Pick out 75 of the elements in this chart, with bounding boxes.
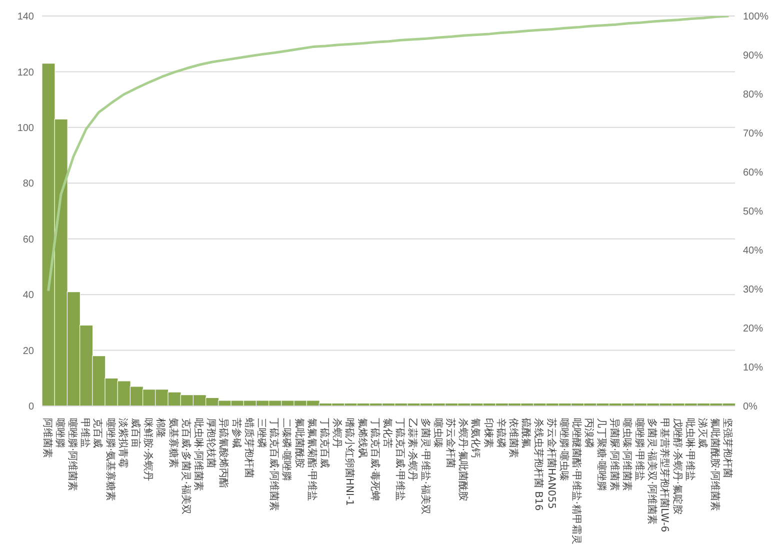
x-tick-label: 苏云金杆菌 — [444, 418, 456, 468]
x-tick-label: 咪鲜胺·杀螟丹 — [142, 418, 154, 482]
y2-tick-label: 80% — [743, 90, 764, 101]
x-tick-label: 杀螟丹·氟吡菌酰胺 — [457, 418, 470, 502]
x-tick-label: 丁硫克百威 — [318, 418, 330, 468]
y2-tick-label: 20% — [743, 324, 764, 335]
y-tick-label: 0 — [28, 402, 34, 413]
y-tick-label: 140 — [17, 12, 34, 23]
x-tick-label: 涕灭威 — [696, 418, 708, 448]
x-tick-label: 苏云金杆菌HAN055 — [545, 418, 558, 509]
x-tick-label: 吡唑醚菌酯·甲维盐·精甲霜灵 — [570, 418, 582, 544]
x-tick-label: 阿维菌素 — [41, 418, 54, 458]
x-tick-label: 丙溴磷 — [583, 418, 596, 448]
line-series — [47, 16, 730, 292]
x-tick-label: 异硫氰酸烯丙酯 — [218, 418, 230, 488]
y2-tick-label: 60% — [743, 168, 764, 179]
y2-tick-label: 50% — [743, 206, 764, 218]
x-tick-label: 甲维盐 — [79, 418, 92, 448]
y2-tick-label: 30% — [743, 284, 764, 296]
x-tick-label: 杀线虫芽孢杆菌 B16 — [532, 418, 545, 511]
y-tick-label: 40 — [22, 290, 34, 302]
x-tick-label: 淡紫拟青霉 — [116, 418, 129, 468]
x-tick-label: 三唑磷 — [256, 418, 268, 448]
y2-tick-label: 70% — [743, 128, 764, 140]
x-tick-label: 嗜硫小红卵菌HNI-1 — [344, 418, 356, 506]
x-tick-label: 噻唑膦·阿维菌素 — [66, 418, 78, 492]
x-tick-label: 杀螟丹 — [331, 418, 344, 448]
x-tick-label: 丁硫克百威·阿维菌素 — [268, 418, 280, 512]
x-tick-label: 坚强芽孢杆菌 — [722, 418, 734, 478]
y2-tick-label: 90% — [743, 50, 764, 62]
x-tick-label: 氯化苦 — [382, 418, 394, 448]
x-tick-label: 吡虫啉·阿维菌素 — [192, 418, 204, 492]
x-tick-label: 戊唑醇·杀螟丹·氟啶胺 — [671, 418, 684, 514]
x-tick-label: 噻唑膦·噻虫嗪 — [558, 418, 570, 482]
x-tick-label: 吡虫啉·甲维盐 — [684, 418, 696, 482]
x-tick-label: 噻虫嗪 — [432, 418, 444, 448]
x-tick-label: 依维菌素 — [508, 418, 520, 458]
x-tick-label: 噻唑膦·氨基寡糖素 — [104, 418, 116, 502]
x-tick-label: 克百威·多菌灵·福美双 — [180, 418, 192, 514]
y2-tick-label: 100% — [743, 12, 769, 23]
x-tick-label: 丁硫克百威·甲维盐 — [394, 418, 406, 502]
x-tick-label: 乙蒜素·杀螟丹 — [406, 418, 419, 482]
x-tick-label: 氰氨化钙 — [470, 418, 482, 458]
x-tick-label: 克百威 — [92, 418, 104, 448]
y-tick-label: 20 — [22, 346, 34, 357]
x-tick-label: 苦参碱 — [230, 418, 242, 448]
y2-tick-label: 0% — [743, 402, 758, 413]
x-tick-label: 噻虫嗪·阿维菌素 — [620, 418, 633, 492]
x-tick-label: 厚孢轮枝菌 — [205, 418, 218, 468]
y-tick-label: 80 — [22, 178, 34, 190]
x-tick-label: 辛硫磷 — [494, 418, 507, 448]
y-tick-label: 120 — [17, 67, 34, 78]
x-tick-label: 多菌灵·甲维盐·福美双 — [419, 418, 432, 514]
y-tick-label: 100 — [17, 122, 34, 134]
x-tick-label: 多菌灵·福美双·阿维菌素 — [646, 418, 658, 524]
x-tick-label: 噻唑膦·甲维盐 — [634, 418, 646, 482]
y2-tick-label: 10% — [743, 362, 764, 374]
y2-tick-label: 40% — [743, 246, 764, 257]
x-tick-label: 棉隆 — [154, 418, 167, 438]
x-tick-label: 印楝素 — [482, 418, 494, 448]
x-tick-label: 二嗪磷·噻唑膦 — [280, 418, 293, 482]
x-tick-label: 蜡质芽孢杆菌 — [242, 418, 255, 478]
x-tick-label: 氯氟氰菊酯·甲维盐 — [306, 418, 318, 502]
x-tick-label: 硫酰氟 — [520, 418, 532, 448]
x-tick-label: 甲基营养型芽孢杆菌LW-6 — [658, 418, 671, 532]
x-tick-label: 丁硫克百威·毒死蜱 — [368, 418, 381, 502]
x-tick-label: 氟吡菌酰胺 — [293, 418, 306, 468]
x-tick-label: 氟吡菌酰胺·阿维菌素 — [709, 418, 722, 512]
y-tick-label: 60 — [22, 234, 34, 246]
x-tick-label: 氨基寡糖素 — [167, 418, 180, 468]
x-tick-label: 氟烯线砜 — [356, 418, 368, 458]
x-tick-label: 异菌脲·阿维菌素 — [608, 418, 620, 492]
x-tick-label: 威百亩 — [130, 418, 142, 448]
x-tick-label: 几丁聚糖·噻唑膦 — [596, 418, 608, 492]
x-tick-label: 噻唑膦 — [54, 418, 66, 448]
